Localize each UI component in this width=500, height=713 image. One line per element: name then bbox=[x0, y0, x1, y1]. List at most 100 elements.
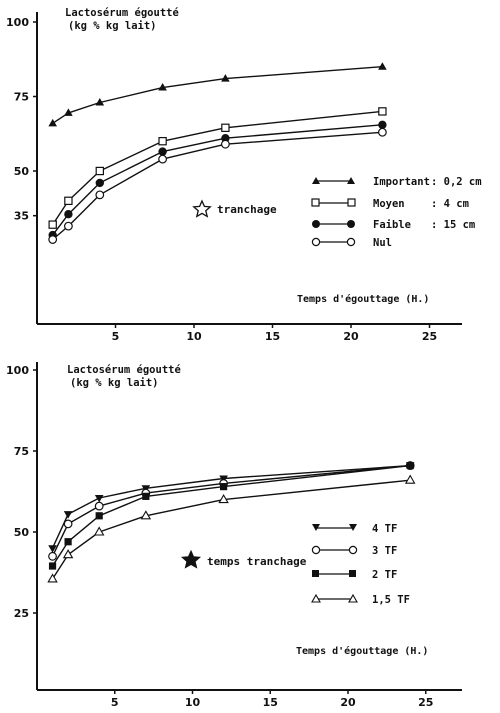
star-open-icon bbox=[192, 199, 212, 218]
top-chart: 35 50 75 100 5 10 15 20 25 Lactosérum égoutté (… bbox=[6, 7, 482, 343]
data-point-4-tf bbox=[63, 511, 73, 519]
legend-triangle-filled-icon bbox=[312, 177, 320, 184]
bottom-chart-title-line2: (kg % kg lait) bbox=[70, 377, 159, 389]
legend-label-important: Important bbox=[373, 176, 430, 188]
data-point-1-5-tf bbox=[404, 474, 416, 484]
data-point-important bbox=[48, 118, 57, 127]
data-point-2-tf bbox=[64, 538, 72, 546]
bottom-x-ticks: 5 10 15 20 25 bbox=[111, 690, 433, 709]
y-tick-label: 75 bbox=[14, 91, 29, 104]
legend-triangle-filled-icon bbox=[347, 177, 355, 184]
series-line-1-5-tf bbox=[51, 479, 411, 580]
data-point-moyen bbox=[221, 123, 230, 132]
legend-triangle-open-icon bbox=[311, 593, 321, 603]
data-point-nul bbox=[48, 235, 58, 244]
data-point-nul bbox=[63, 221, 73, 231]
data-point-important bbox=[378, 62, 387, 70]
legend-label-1-5tf: 1,5 TF bbox=[372, 594, 410, 606]
bottom-annotation-label: temps tranchage bbox=[207, 555, 307, 568]
bottom-chart-title-line1: Lactosérum égoutté bbox=[67, 364, 181, 376]
data-point-nul bbox=[158, 154, 168, 164]
data-point-2-tf bbox=[142, 492, 150, 500]
data-point-nul bbox=[220, 139, 230, 149]
x-tick-label: 20 bbox=[340, 696, 356, 709]
legend-label-3tf: 3 TF bbox=[372, 545, 397, 557]
y-tick-label: 100 bbox=[6, 364, 29, 377]
top-chart-title-line2: (kg % kg lait) bbox=[68, 20, 157, 32]
data-point-2-tf bbox=[48, 562, 57, 570]
x-tick-label: 10 bbox=[186, 330, 202, 343]
legend-square-open-icon bbox=[311, 198, 320, 207]
bottom-legend-entry-2tf: 2 TF bbox=[312, 569, 397, 581]
top-x-ticks: 5 10 15 20 25 bbox=[112, 324, 437, 343]
y-tick-label: 50 bbox=[14, 165, 30, 178]
legend-circle-open-icon bbox=[311, 545, 321, 555]
top-legend-entry-important: Important : 0,2 cm bbox=[312, 176, 482, 188]
top-chart-title-line1: Lactosérum égoutté bbox=[65, 7, 179, 19]
legend-label-4tf: 4 TF bbox=[372, 523, 397, 535]
data-point-important bbox=[95, 97, 105, 106]
series-line-faible bbox=[52, 124, 383, 236]
data-point-faible bbox=[95, 178, 105, 188]
y-tick-label: 50 bbox=[14, 526, 30, 539]
top-legend-entry-moyen: Moyen : 4 cm bbox=[311, 198, 469, 210]
data-point-faible bbox=[158, 147, 167, 156]
legend-label-moyen: Moyen bbox=[373, 198, 405, 210]
data-point-1-5-tf bbox=[47, 573, 58, 583]
data-point-nul bbox=[378, 127, 387, 137]
star-filled-icon bbox=[180, 549, 202, 569]
top-x-axis-label: Temps d'égouttage (H.) bbox=[297, 293, 429, 305]
bottom-legend: 4 TF 3 TF 2 TF 1,5 TF bbox=[311, 523, 410, 606]
bottom-legend-entry-1-5tf: 1,5 TF bbox=[311, 593, 410, 606]
data-point-2-tf bbox=[220, 483, 228, 491]
x-tick-label: 5 bbox=[111, 696, 119, 709]
bottom-annotation: temps tranchage bbox=[180, 549, 307, 569]
y-tick-label: 100 bbox=[6, 16, 29, 29]
bottom-legend-entry-3tf: 3 TF bbox=[311, 545, 397, 557]
data-point-faible bbox=[378, 120, 387, 130]
legend-square-filled-icon bbox=[312, 570, 319, 577]
top-annotation-label: tranchage bbox=[217, 203, 277, 216]
data-point-moyen bbox=[95, 166, 104, 176]
data-point-4-tf bbox=[94, 494, 104, 503]
x-tick-label: 20 bbox=[343, 330, 359, 343]
legend-circle-open-icon bbox=[346, 237, 356, 247]
top-annotation: tranchage bbox=[192, 199, 277, 218]
legend-value-faible: : 15 cm bbox=[431, 219, 475, 231]
bottom-x-axis-label: Temps d'égouttage (H.) bbox=[296, 645, 428, 657]
legend-circle-filled-icon bbox=[347, 220, 355, 228]
legend-label-nul: Nul bbox=[373, 237, 392, 249]
series-line-2-tf bbox=[51, 464, 411, 567]
top-series-markers bbox=[48, 62, 387, 244]
y-tick-label: 25 bbox=[14, 607, 29, 620]
legend-value-important: : 0,2 cm bbox=[431, 176, 482, 188]
data-point-2-tf bbox=[406, 461, 414, 470]
legend-label-2tf: 2 TF bbox=[372, 569, 397, 581]
x-tick-label: 15 bbox=[265, 330, 280, 343]
top-legend: Important : 0,2 cm Moyen : 4 cm Faible :… bbox=[311, 176, 482, 249]
legend-triangle-open-icon bbox=[348, 593, 358, 603]
x-tick-label: 25 bbox=[418, 696, 433, 709]
x-tick-label: 5 bbox=[112, 330, 120, 343]
series-line-important bbox=[52, 66, 383, 124]
data-point-3-tf bbox=[94, 501, 104, 511]
data-point-3-tf bbox=[63, 519, 73, 529]
x-tick-label: 10 bbox=[185, 696, 201, 709]
data-point-faible bbox=[64, 210, 73, 219]
legend-square-filled-icon bbox=[349, 570, 356, 577]
data-point-1-5-tf bbox=[93, 526, 105, 536]
legend-triangle-down-filled-icon bbox=[312, 524, 320, 531]
legend-circle-open-icon bbox=[348, 545, 358, 555]
top-y-ticks: 35 50 75 100 bbox=[6, 16, 37, 223]
data-point-moyen bbox=[158, 137, 167, 146]
data-point-1-5-tf bbox=[218, 493, 229, 504]
series-line-3-tf bbox=[51, 464, 411, 557]
data-point-3-tf bbox=[48, 551, 57, 561]
data-point-2-tf bbox=[95, 512, 103, 520]
data-point-nul bbox=[95, 190, 105, 200]
data-point-moyen bbox=[378, 107, 387, 116]
x-tick-label: 15 bbox=[263, 696, 278, 709]
data-point-important bbox=[221, 74, 230, 82]
legend-value-moyen: : 4 cm bbox=[431, 198, 469, 210]
